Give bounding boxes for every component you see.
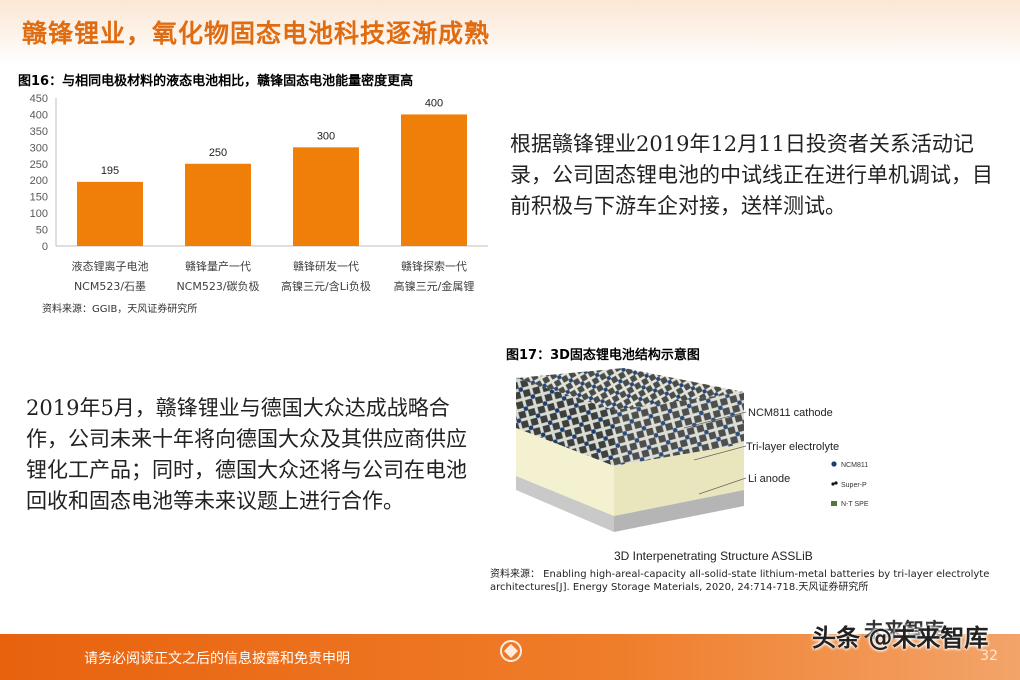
y-tick-label: 300	[30, 142, 48, 154]
disclaimer-text: 请务必阅读正文之后的信息披露和免责申明	[84, 651, 350, 667]
y-tick-label: 400	[30, 109, 48, 121]
brand-logo-icon	[500, 640, 522, 662]
bar	[185, 163, 251, 246]
legend-ncm811: NCM811	[841, 462, 868, 469]
legend-superp: Super-P	[841, 482, 867, 489]
figure16-source: 资料来源：GGIB，天风证券研究所	[42, 304, 198, 315]
watermark-logo: 未来智库	[864, 618, 944, 642]
y-tick-label: 250	[30, 159, 48, 171]
y-tick-label: 350	[30, 126, 48, 138]
page-number: 32	[980, 648, 998, 664]
anode-front	[516, 476, 614, 532]
y-tick-label: 100	[30, 208, 48, 220]
cathode-top-face	[516, 368, 744, 410]
y-tick-label: 50	[36, 225, 48, 237]
anode-pointer	[698, 477, 747, 495]
y-tick-label: 450	[30, 93, 48, 105]
legend-ntspe-icon	[831, 501, 837, 506]
cathode-side-face	[614, 392, 744, 466]
watermark: 头条 @未来智库	[812, 624, 989, 652]
battery-structure-diagram: NCM811 cathode Tri-layer electrolyte Li …	[516, 368, 869, 563]
cathode-pointer	[683, 411, 747, 429]
electrolyte-side	[614, 444, 744, 516]
x-tick-label: NCM523/石墨	[74, 280, 146, 293]
bar	[77, 181, 143, 246]
legend-superp-icon	[831, 482, 835, 486]
cathode-label: NCM811 cathode	[748, 407, 833, 419]
bar-value-label: 250	[209, 147, 227, 159]
x-tick-label: 赣锋研发一代	[293, 259, 359, 273]
paragraph-volkswagen-partnership: 2019年5月，赣锋锂业与德国大众达成战略合作，公司未来十年将向德国大众及其供应…	[26, 396, 467, 513]
diagram-title: 3D Interpenetrating Structure ASSLiB	[614, 549, 813, 563]
x-tick-label: 赣锋量产一代	[185, 259, 251, 273]
anode-side	[614, 490, 744, 532]
bar-value-label: 300	[317, 130, 335, 142]
x-tick-label: 液态锂离子电池	[72, 259, 149, 273]
electrolyte-label: Tri-layer electrolyte	[746, 441, 839, 453]
title-bar: 赣锋锂业，氧化物固态电池科技逐渐成熟	[0, 0, 1020, 64]
electrolyte-pointer	[693, 445, 747, 461]
x-tick-label: 赣锋探索一代	[401, 259, 467, 273]
bar	[401, 114, 467, 246]
bar	[293, 147, 359, 246]
legend-ntspe: N-T SPE	[841, 501, 869, 508]
electrolyte-front	[516, 428, 614, 516]
figure17-source: 资料来源： Enabling high-areal-capacity all-s…	[490, 569, 990, 593]
x-tick-label: 高镍三元/含Li负极	[281, 279, 371, 293]
anode-label: Li anode	[748, 473, 790, 485]
x-tick-label: 高镍三元/金属锂	[394, 279, 475, 293]
y-tick-label: 200	[30, 175, 48, 187]
legend-ncm811-icon	[831, 461, 837, 467]
bar-value-label: 400	[425, 97, 443, 109]
page-title: 赣锋锂业，氧化物固态电池科技逐渐成熟	[22, 19, 491, 48]
figure17-caption: 图17：3D固态锂电池结构示意图	[506, 348, 700, 363]
bar-chart: 0 50 100 150 200 250 300 350 400 450 195 液态锂离子电池 NCM…	[30, 93, 488, 293]
cathode-front-face	[516, 378, 614, 466]
bar-value-label: 195	[101, 165, 119, 177]
figure16-caption: 图16：与相同电极材料的液态电池相比，赣锋固态电池能量密度更高	[18, 74, 414, 89]
paragraph-investor-relations: 根据赣锋锂业2019年12月11日投资者关系活动记录，公司固态锂电池的中试线正在…	[510, 132, 993, 218]
y-tick-label: 0	[42, 241, 48, 253]
x-tick-label: NCM523/碳负极	[176, 279, 259, 293]
y-tick-label: 150	[30, 192, 48, 204]
